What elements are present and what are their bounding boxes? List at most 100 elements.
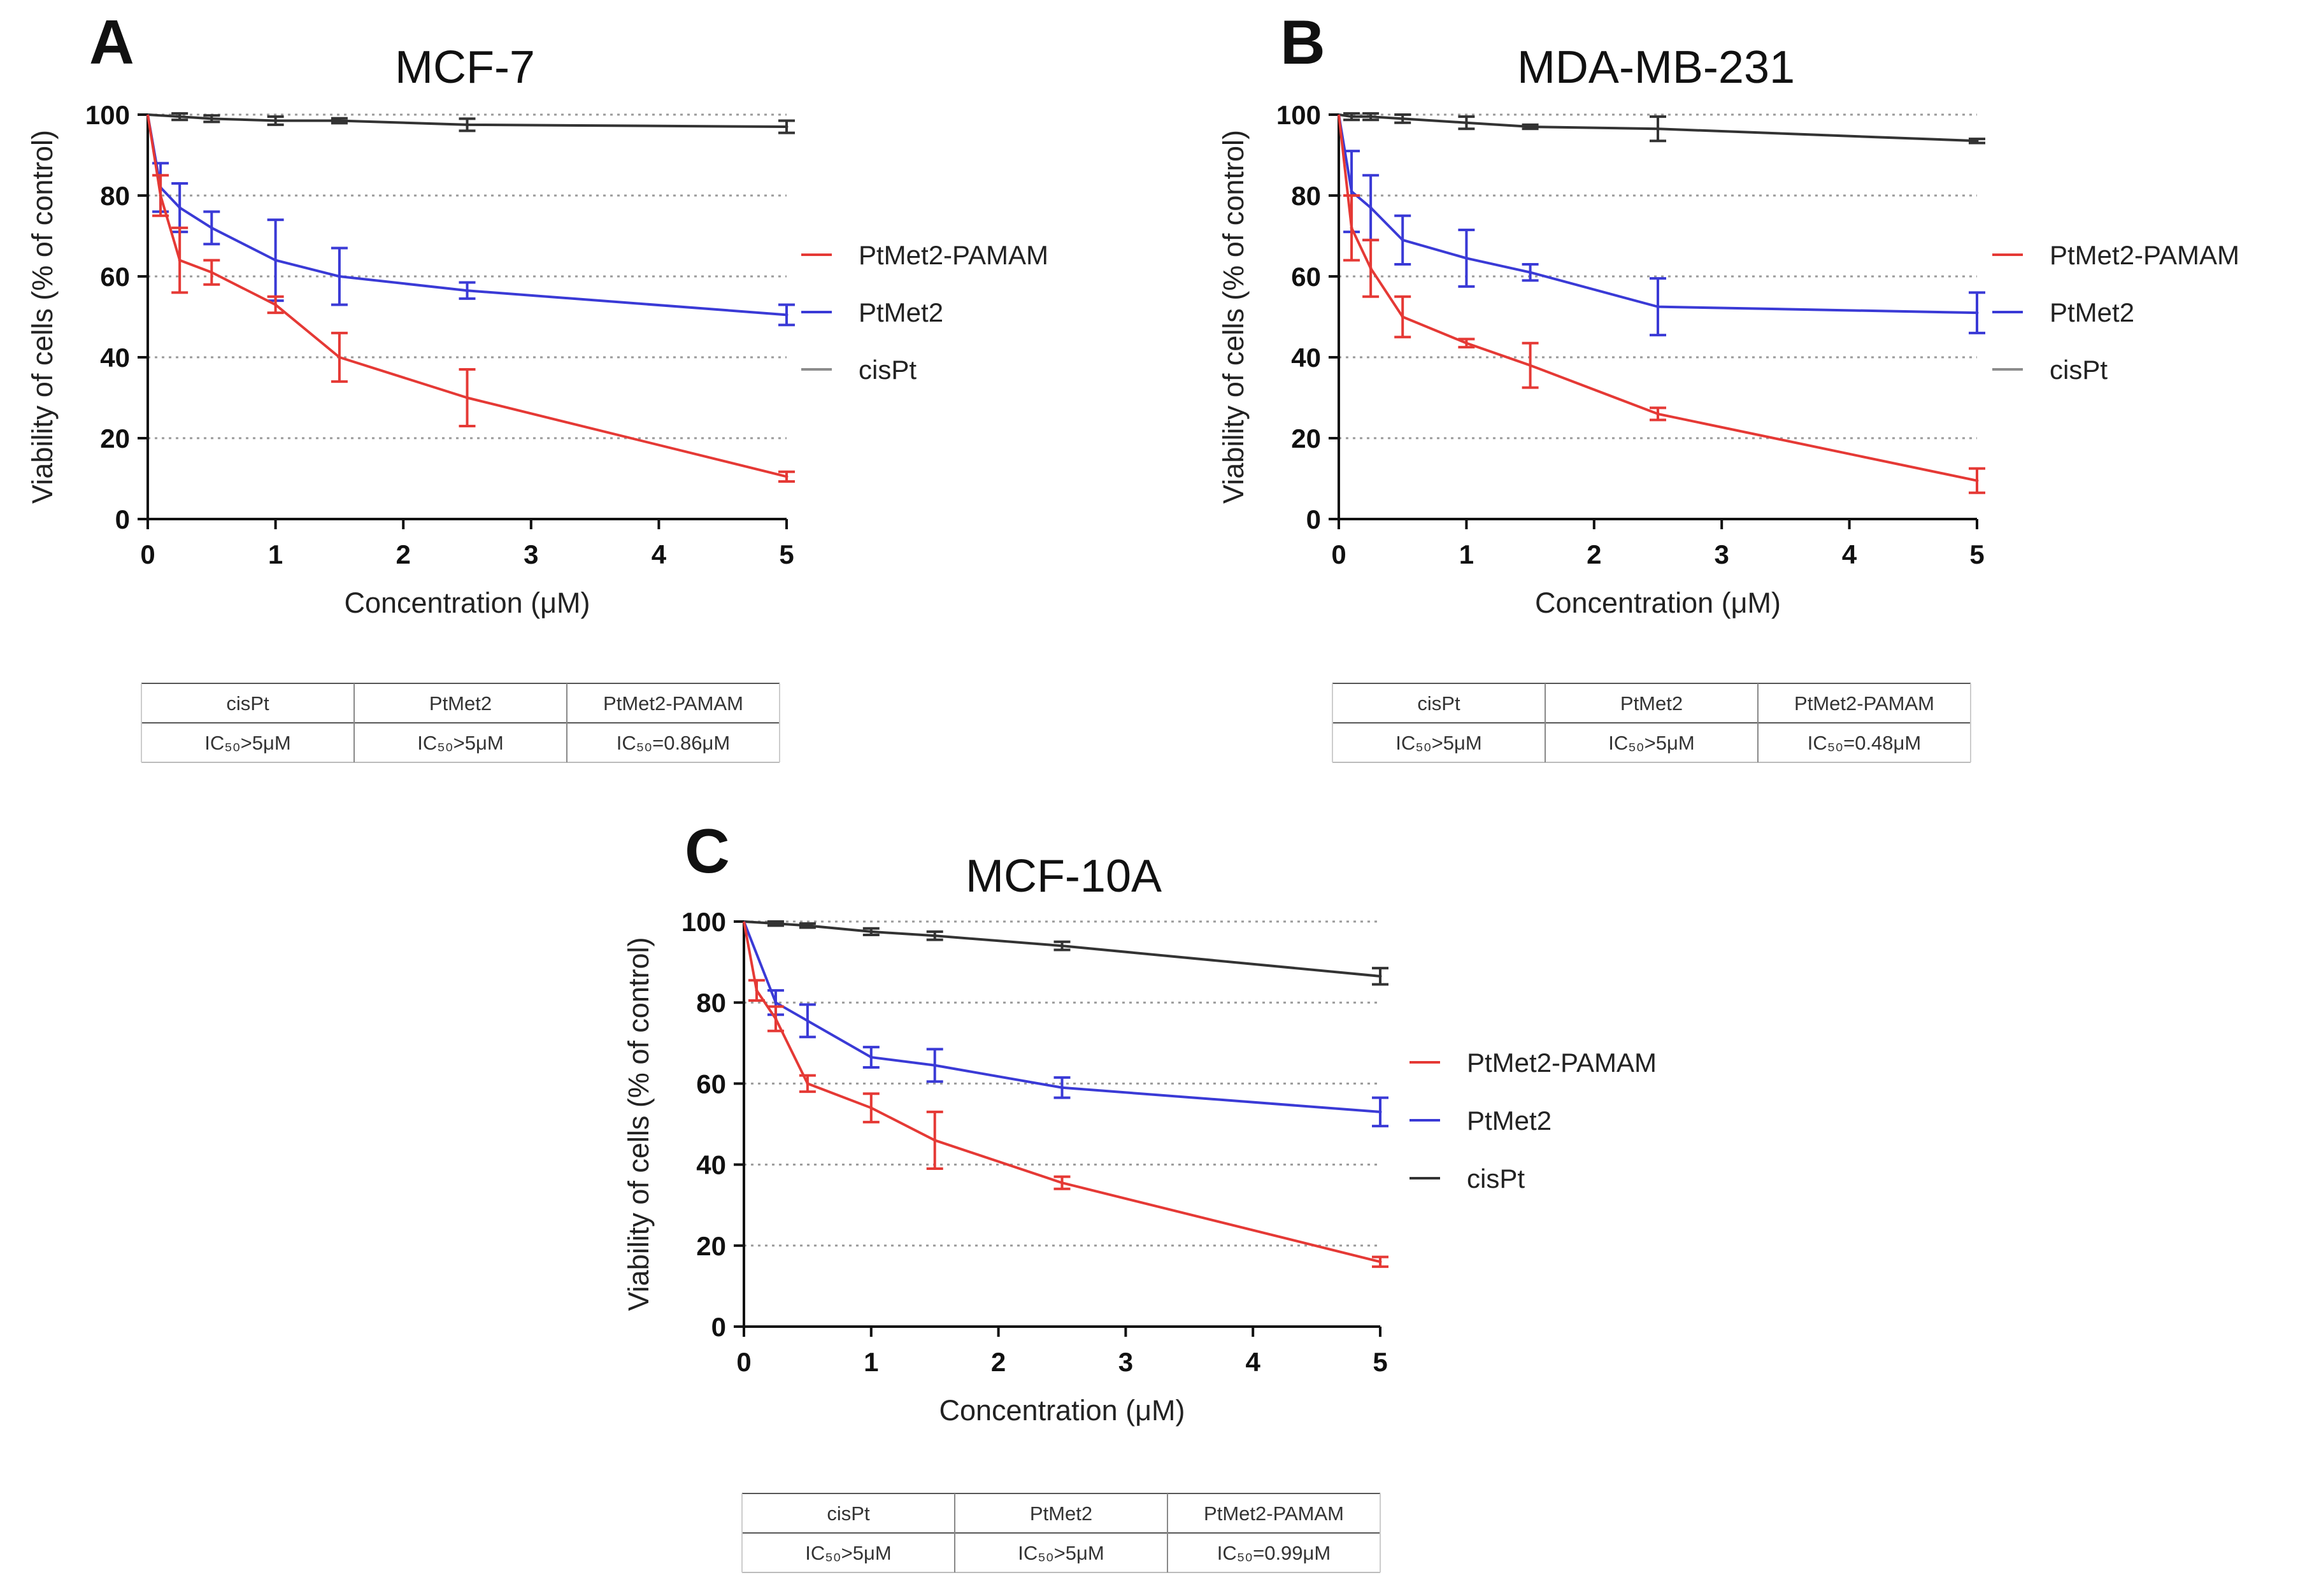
data-point (869, 1055, 873, 1059)
error-bar (459, 368, 476, 427)
series-line (1338, 114, 1978, 315)
legend: PtMet2-PAMAM PtMet2 cisPt (1409, 1048, 1657, 1193)
panel-letter: A (89, 7, 134, 77)
error-bar (862, 1092, 880, 1123)
error-bar (1343, 194, 1360, 262)
x-tick-label: 5 (1969, 539, 1984, 569)
table-value-cell: IC₅₀>5μM (1018, 1542, 1104, 1564)
error-bar (926, 930, 943, 941)
error-bar (331, 117, 348, 125)
data-point (1369, 206, 1373, 210)
table-header-cell: PtMet2 (1620, 692, 1683, 715)
data-point (1975, 139, 1979, 143)
data-point (933, 934, 937, 937)
error-bar (1458, 338, 1475, 349)
error-bar (1458, 228, 1475, 288)
error-bar (862, 927, 880, 936)
series-line (1338, 113, 1978, 143)
data-point (1464, 256, 1468, 260)
table-header-cell: cisPt (1417, 692, 1460, 715)
x-tick-label: 1 (1459, 539, 1474, 569)
ic50-table: cisPt IC₅₀>5μM PtMet2 IC₅₀>5μM PtMet2-PAMAM I… (141, 683, 780, 763)
chart-title: MCF-10A (966, 851, 1162, 902)
x-axis-label: Concentration (μM) (344, 587, 590, 619)
y-tick-label: 0 (711, 1312, 726, 1342)
y-tick-label: 0 (1306, 504, 1321, 534)
data-point (1401, 117, 1404, 120)
x-tick-label: 1 (268, 539, 283, 569)
data-point (1378, 974, 1382, 978)
error-bar (1053, 1175, 1071, 1190)
y-tick-label: 100 (682, 907, 726, 937)
data-point (1369, 115, 1373, 118)
data-point (1350, 226, 1353, 230)
data-point (1060, 1086, 1064, 1090)
data-point (178, 206, 182, 210)
series-ptmet2-pamam (146, 114, 795, 483)
data-point (1060, 1181, 1064, 1185)
data-point (1350, 115, 1353, 118)
error-bar (748, 979, 765, 1002)
error-bar (1458, 115, 1475, 131)
data-point (1401, 238, 1404, 242)
data-point (274, 303, 278, 306)
table-value-cell: IC₅₀=0.48μM (1808, 732, 1921, 754)
x-tick-label: 3 (1118, 1347, 1133, 1377)
legend-label: cisPt (2050, 355, 2108, 385)
panel-letter: B (1280, 7, 1325, 77)
y-tick-label: 60 (1291, 262, 1321, 292)
y-axis-label: Viability of cells (% of control) (1217, 130, 1250, 504)
data-point (1369, 266, 1373, 270)
data-point (210, 117, 213, 120)
chart-title: MDA-MB-231 (1517, 42, 1795, 93)
error-bar (1362, 112, 1380, 122)
x-tick-label: 5 (779, 539, 794, 569)
x-tick-label: 3 (1715, 539, 1729, 569)
data-point (1350, 190, 1353, 194)
x-tick-label: 4 (1246, 1347, 1261, 1377)
error-bar (1372, 1255, 1388, 1268)
table-header-cell: cisPt (226, 692, 269, 715)
data-point (785, 474, 789, 478)
error-bar (1969, 467, 1985, 494)
data-point (338, 119, 341, 123)
data-point (210, 226, 213, 230)
data-point (1656, 127, 1660, 131)
y-tick-label: 60 (696, 1069, 726, 1099)
series-line (146, 114, 787, 317)
data-point (1656, 305, 1660, 309)
legend-label: cisPt (859, 355, 917, 385)
y-axis-label: Viability of cells (% of control) (622, 937, 655, 1311)
series-ptmet2 (1338, 114, 1985, 337)
error-bar (1394, 113, 1411, 124)
y-tick-label: 40 (696, 1150, 726, 1180)
table-header-cell: PtMet2 (1030, 1502, 1092, 1525)
error-bar (778, 303, 795, 327)
error-bar (1343, 112, 1360, 122)
error-bar (203, 114, 220, 124)
error-bar (459, 117, 476, 132)
error-bar (1394, 295, 1411, 339)
series-line (743, 921, 1381, 1264)
legend: PtMet2-PAMAM PtMet2 cisPt (1992, 240, 2239, 385)
data-point (210, 271, 213, 274)
x-tick-label: 2 (1587, 539, 1601, 569)
error-bar (767, 1005, 784, 1032)
series-cispt (147, 112, 795, 134)
data-point (806, 1019, 810, 1023)
data-point (178, 115, 182, 118)
data-point (466, 123, 469, 127)
error-bar (1053, 940, 1071, 951)
error-bar (1650, 277, 1666, 337)
data-point (159, 194, 162, 197)
error-bar (267, 295, 284, 315)
data-point (1378, 1260, 1382, 1264)
table-value-cell: IC₅₀>5μM (204, 732, 290, 754)
error-bar (926, 1048, 943, 1083)
error-bar (778, 119, 795, 134)
data-point (806, 1081, 810, 1085)
series-line (146, 114, 787, 478)
y-axis-label: Viability of cells (% of control) (26, 130, 59, 504)
error-bar (1372, 967, 1388, 986)
